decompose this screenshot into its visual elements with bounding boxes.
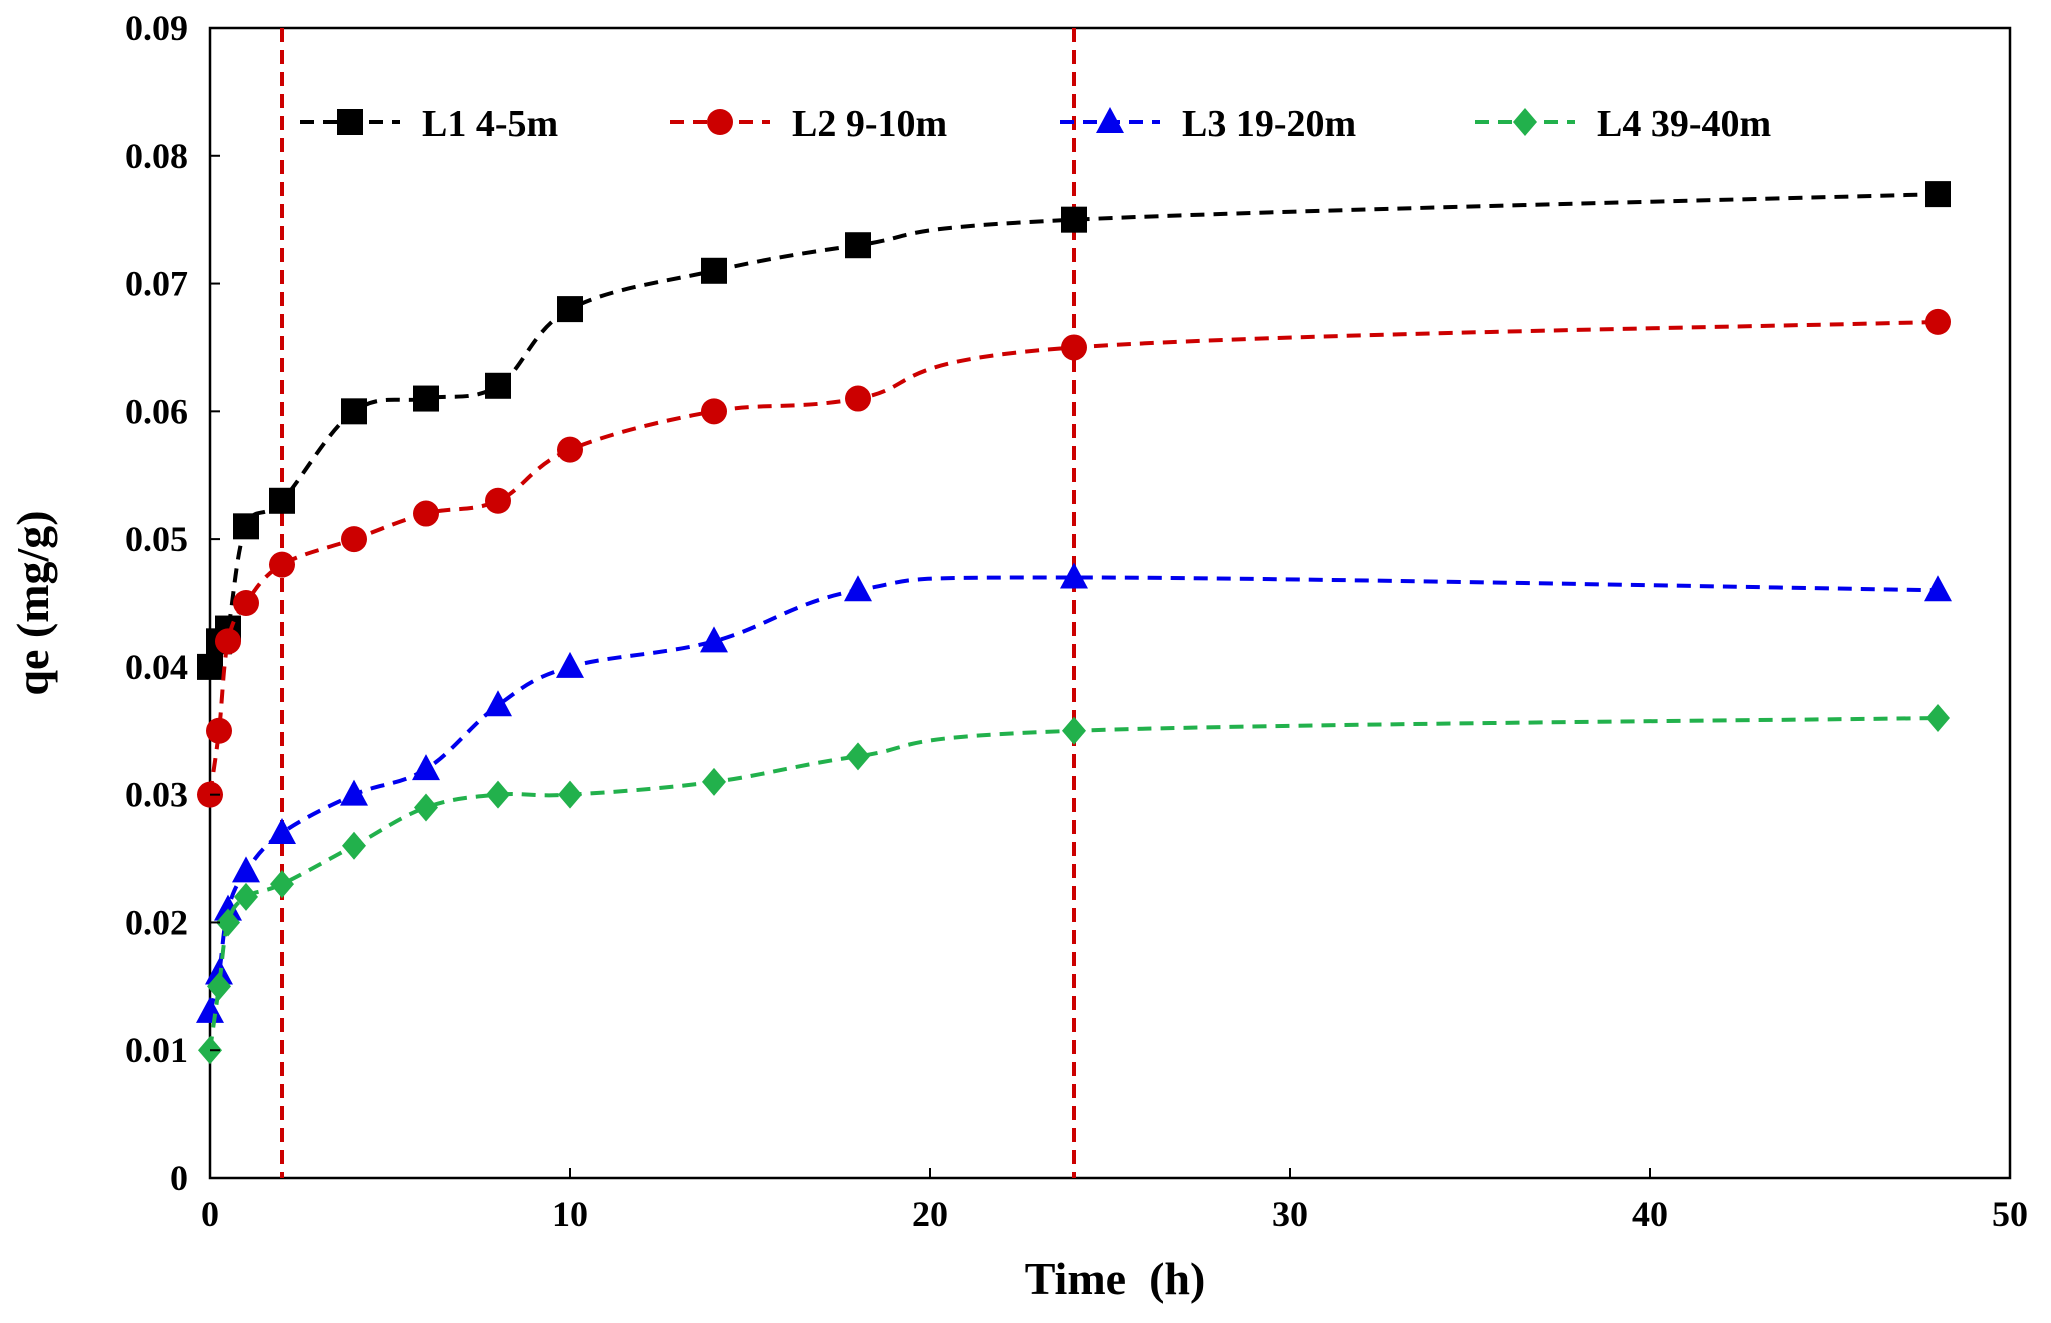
legend-marker: [1096, 107, 1124, 133]
data-point: [268, 818, 296, 844]
x-tick-label: 0: [201, 1194, 219, 1234]
x-axis-ticks: 0 10 20 30 40 50: [201, 1168, 2028, 1234]
legend-marker: [707, 109, 733, 135]
x-axis-title: Time (h): [1025, 1253, 1206, 1304]
series-line: [208, 192, 1939, 668]
data-point: [846, 742, 870, 771]
data-point: [269, 487, 295, 514]
data-point: [413, 500, 439, 527]
data-point: [1925, 181, 1951, 208]
legend-marker: [337, 109, 363, 135]
series-line: [208, 575, 1939, 1013]
reference-lines: [280, 28, 1076, 1178]
y-axis-title: qe (mg/g): [7, 510, 58, 695]
y-tick-label: 0.09: [125, 8, 188, 48]
plot-frame: [208, 26, 2012, 1180]
series-line: [208, 716, 1939, 1051]
data-point: [341, 526, 367, 553]
data-point: [341, 398, 367, 425]
x-tick-label: 10: [552, 1194, 588, 1234]
data-point: [557, 296, 583, 323]
data-point: [215, 628, 241, 655]
y-tick-label: 0.01: [125, 1030, 188, 1070]
data-point: [485, 487, 511, 514]
y-tick-label: 0.07: [125, 264, 188, 304]
data-point: [270, 870, 294, 899]
data-point: [1926, 704, 1950, 732]
data-point: [206, 717, 232, 744]
data-point: [1060, 562, 1088, 589]
data-point: [414, 793, 438, 822]
data-point: [701, 398, 727, 425]
data-point: [844, 575, 872, 602]
y-tick-label: 0.04: [125, 647, 188, 687]
data-point: [1062, 716, 1086, 745]
data-point: [196, 996, 224, 1023]
data-point: [412, 754, 440, 781]
data-point: [233, 590, 259, 616]
legend-label: L4 39-40m: [1597, 103, 1771, 145]
data-point: [1924, 575, 1952, 602]
data-point: [484, 690, 512, 717]
data-point: [557, 436, 583, 463]
data-point: [702, 767, 726, 796]
legend: L1 4-5m L2 9-10m L3 19-20m L4 39-40m: [300, 103, 1771, 145]
data-point: [207, 972, 231, 1001]
x-tick-label: 40: [1632, 1194, 1668, 1234]
legend-label: L1 4-5m: [422, 103, 558, 145]
data-point: [1061, 334, 1087, 361]
data-point: [342, 831, 366, 860]
data-point: [1925, 308, 1951, 335]
y-tick-label: 0.02: [125, 902, 188, 942]
data-point: [214, 894, 242, 921]
x-tick-label: 20: [912, 1194, 948, 1234]
data-point: [845, 385, 871, 412]
data-point: [413, 385, 439, 412]
data-point: [1061, 206, 1087, 233]
y-tick-label: 0: [170, 1158, 188, 1198]
data-point: [845, 232, 871, 259]
data-point: [234, 882, 258, 911]
y-tick-label: 0.06: [125, 391, 188, 431]
data-point: [340, 779, 368, 806]
series-layer: [196, 181, 1952, 1065]
x-tick-label: 30: [1272, 1194, 1308, 1234]
y-tick-label: 0.08: [125, 136, 188, 176]
data-point: [556, 651, 584, 678]
data-point: [485, 372, 511, 399]
data-point: [700, 626, 728, 653]
x-tick-label: 50: [1992, 1194, 2028, 1234]
y-tick-label: 0.05: [125, 519, 188, 559]
data-point: [558, 780, 582, 809]
y-axis-ticks: 0 0.01 0.02 0.03 0.04 0.05 0.06 0.07 0.08 0.09: [125, 8, 220, 1198]
series-1: [197, 181, 1951, 680]
data-point: [216, 908, 240, 937]
legend-label: L2 9-10m: [792, 103, 947, 145]
data-point: [233, 513, 259, 540]
data-point: [486, 780, 510, 809]
data-point: [232, 856, 260, 883]
legend-label: L3 19-20m: [1182, 103, 1356, 145]
data-point: [269, 551, 295, 578]
legend-marker: [1513, 108, 1537, 136]
data-point: [701, 257, 727, 284]
y-tick-label: 0.03: [125, 775, 188, 815]
